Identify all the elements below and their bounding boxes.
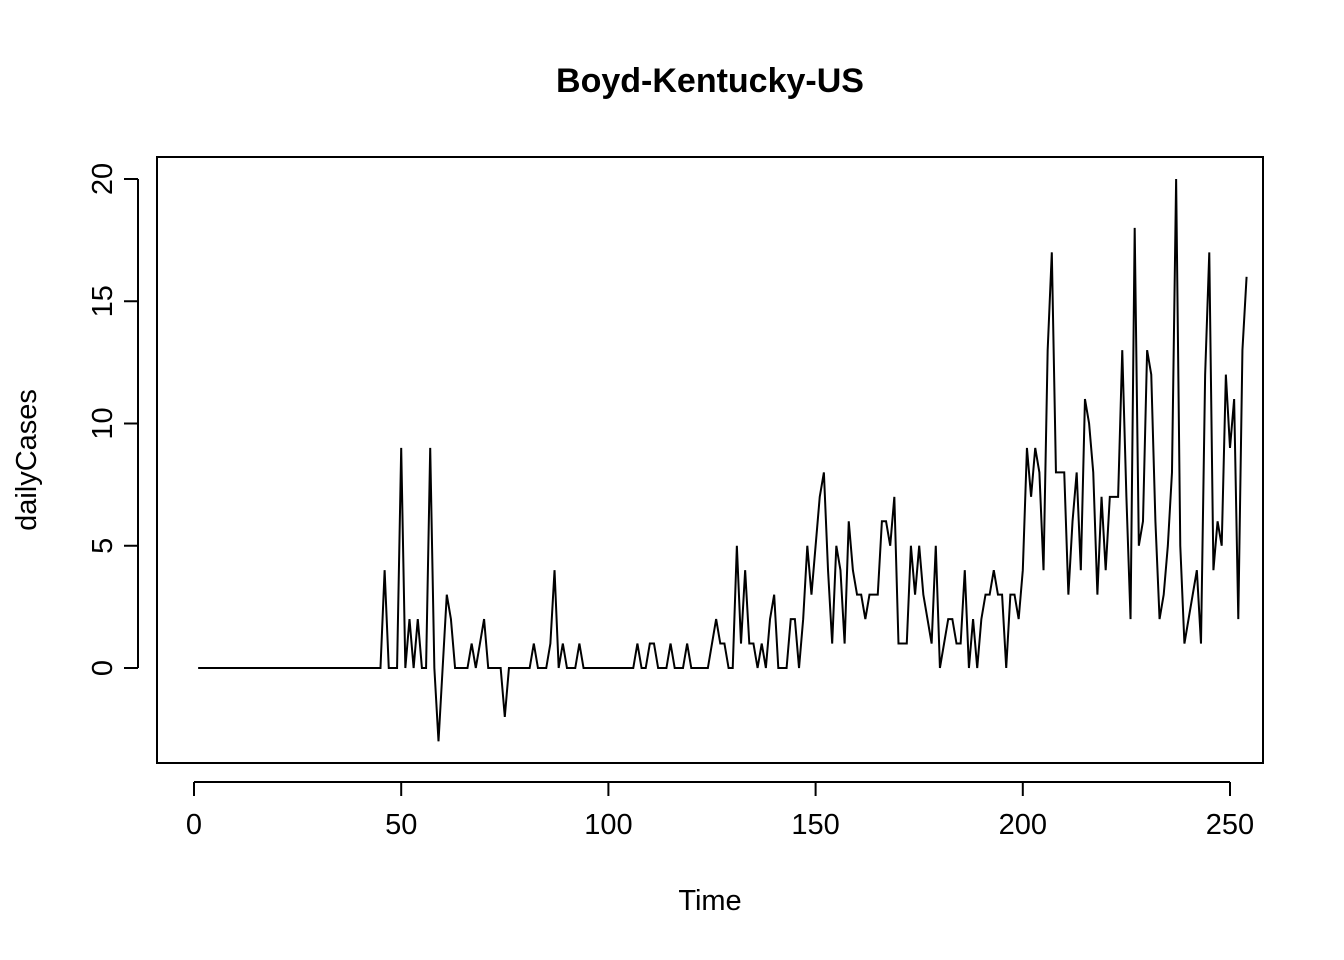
x-tick-label: 0	[186, 809, 202, 841]
y-tick-label: 0	[87, 660, 119, 676]
x-tick-label: 150	[791, 809, 839, 841]
x-axis-label: Time	[678, 885, 741, 917]
plot-frame	[156, 156, 1264, 764]
x-tick-label: 200	[999, 809, 1047, 841]
y-tick-label: 5	[87, 538, 119, 554]
y-tick-label: 15	[87, 285, 119, 317]
x-tick-label: 250	[1206, 809, 1254, 841]
y-axis: 0 5 10 15 20	[87, 163, 139, 676]
y-tick-label: 10	[87, 407, 119, 439]
x-tick-label: 100	[584, 809, 632, 841]
y-tick-label: 20	[87, 163, 119, 195]
chart-title: Boyd-Kentucky-US	[556, 62, 864, 100]
y-axis-label: dailyCases	[11, 389, 43, 531]
x-tick-label: 50	[385, 809, 417, 841]
x-axis: 0 50 100 150 200 250	[186, 781, 1254, 841]
daily-cases-line	[198, 178, 1248, 742]
